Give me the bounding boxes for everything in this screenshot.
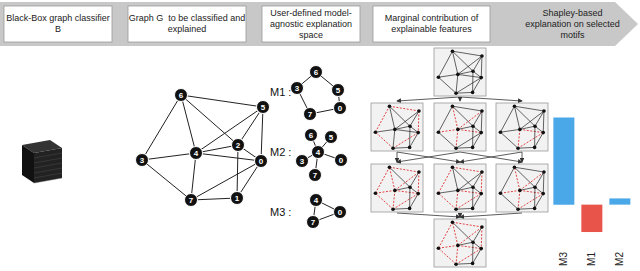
svg-text:4: 4 bbox=[316, 148, 321, 157]
svg-text:M3: M3 bbox=[558, 252, 569, 266]
svg-text:5: 5 bbox=[336, 86, 341, 95]
svg-text:M3 :: M3 : bbox=[270, 206, 291, 218]
svg-text:6: 6 bbox=[179, 91, 184, 100]
svg-text:7: 7 bbox=[311, 218, 316, 227]
svg-text:0: 0 bbox=[259, 157, 264, 166]
svg-text:M1: M1 bbox=[586, 252, 597, 266]
svg-text:6: 6 bbox=[314, 68, 319, 77]
svg-text:6: 6 bbox=[309, 131, 314, 140]
svg-text:1: 1 bbox=[235, 194, 240, 203]
svg-text:5: 5 bbox=[261, 103, 266, 112]
html-text:User-defined model-agnostic ex: User-defined model-agnostic explanation … bbox=[270, 7, 355, 40]
svg-text:4: 4 bbox=[314, 196, 319, 205]
svg-text:M2: M2 bbox=[614, 252, 625, 266]
svg-text:3: 3 bbox=[300, 157, 305, 166]
svg-text:0: 0 bbox=[339, 156, 344, 165]
html-text:Shapley-based explanation on s: Shapley-based explanation on selected mo… bbox=[525, 7, 623, 40]
svg-text:0: 0 bbox=[338, 208, 343, 217]
svg-text:5: 5 bbox=[329, 133, 334, 142]
svg-text:3: 3 bbox=[140, 156, 145, 165]
svg-text:M1 :: M1 : bbox=[270, 86, 291, 98]
html-text:Graph G to be classified and e: Graph G to be classified and explained bbox=[128, 13, 248, 34]
svg-text:M2 :: M2 : bbox=[270, 146, 291, 158]
svg-text:4: 4 bbox=[194, 149, 199, 158]
html-text:Marginal contribution of expla: Marginal contribution of explainable fea… bbox=[384, 13, 481, 34]
svg-text:3: 3 bbox=[295, 84, 300, 93]
html-text:Black-Box graph classifier B: Black-Box graph classifier B bbox=[6, 13, 113, 34]
svg-text:7: 7 bbox=[189, 196, 194, 205]
svg-text:2: 2 bbox=[236, 141, 241, 150]
svg-text:7: 7 bbox=[313, 171, 318, 180]
svg-text:7: 7 bbox=[308, 110, 313, 119]
svg-text:0: 0 bbox=[338, 104, 343, 113]
